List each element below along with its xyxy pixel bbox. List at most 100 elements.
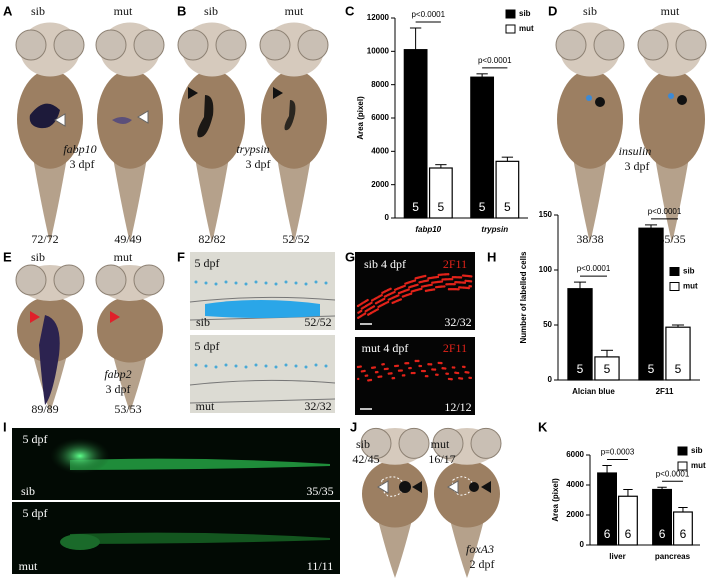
photo-label: sib bbox=[204, 4, 218, 18]
eye bbox=[53, 264, 85, 296]
eye bbox=[259, 29, 291, 61]
y-axis-label: Area (pixel) bbox=[551, 478, 560, 522]
fluor-dot bbox=[359, 309, 363, 313]
dot bbox=[204, 364, 208, 368]
eye bbox=[95, 264, 127, 296]
eye bbox=[470, 427, 502, 459]
fluor-dot bbox=[372, 305, 376, 308]
dot bbox=[314, 363, 318, 367]
legend-label: sib bbox=[691, 446, 703, 455]
x-tick-label: pancreas bbox=[655, 552, 691, 561]
x-tick-label: liver bbox=[609, 552, 625, 561]
p-value: p=0.0003 bbox=[601, 448, 635, 457]
fluor-dot bbox=[436, 275, 440, 279]
fluor-dot bbox=[376, 370, 379, 374]
legend-swatch bbox=[669, 267, 680, 276]
fluor-dot bbox=[416, 283, 419, 287]
fluor-dot bbox=[444, 367, 447, 370]
photo-label: 3 dpf bbox=[106, 382, 131, 396]
bar bbox=[597, 472, 618, 546]
fluor-dot bbox=[447, 273, 450, 276]
panel-letter: D bbox=[548, 3, 557, 18]
eye bbox=[637, 29, 669, 61]
tail bbox=[450, 519, 484, 578]
fluor-dot bbox=[440, 280, 444, 283]
gfp-tail bbox=[70, 458, 330, 470]
fluor-dot bbox=[469, 285, 473, 288]
n-label: 5 bbox=[604, 362, 611, 376]
fluor-dot bbox=[440, 361, 443, 365]
fluor-dot bbox=[417, 359, 420, 363]
bar bbox=[470, 76, 495, 219]
photo-label: 53/53 bbox=[114, 402, 141, 416]
y-tick-label: 2000 bbox=[371, 180, 389, 189]
bar bbox=[665, 326, 691, 381]
gfp-tail bbox=[70, 532, 330, 544]
fluor-dot bbox=[463, 365, 466, 369]
tail bbox=[195, 157, 229, 243]
fluor-dot bbox=[450, 378, 453, 381]
photo-label: 3 dpf bbox=[70, 157, 95, 171]
tail bbox=[573, 157, 607, 243]
photo-label: trypsin bbox=[236, 142, 269, 156]
dot bbox=[284, 363, 288, 367]
eye bbox=[297, 29, 329, 61]
fluor-dot bbox=[450, 277, 454, 281]
photo-label: 42/45 bbox=[352, 452, 379, 466]
dot bbox=[284, 280, 288, 284]
y-tick-label: 100 bbox=[539, 265, 553, 274]
photo-label: mut bbox=[114, 250, 133, 264]
tail bbox=[113, 157, 147, 243]
fluor-dot bbox=[370, 301, 373, 305]
outline bbox=[452, 476, 474, 496]
photo-label: 2 dpf bbox=[470, 557, 495, 571]
dot bbox=[254, 280, 258, 284]
fluor-dot bbox=[423, 369, 427, 373]
eye bbox=[432, 427, 464, 459]
p-value: p<0.0001 bbox=[577, 264, 611, 273]
fluor-dot bbox=[446, 372, 450, 375]
photo-label: mut bbox=[285, 4, 304, 18]
x-tick-label: trypsin bbox=[481, 225, 508, 234]
larva-image bbox=[259, 22, 329, 243]
stain bbox=[112, 117, 132, 124]
photo-label: fabp2 bbox=[104, 367, 131, 381]
photo-label: 52/52 bbox=[304, 315, 331, 329]
y-axis-label: Number of labelled cells bbox=[519, 251, 528, 344]
dot bbox=[324, 281, 328, 285]
photo-label: 12/12 bbox=[444, 400, 471, 414]
bar bbox=[403, 49, 428, 219]
yolk bbox=[97, 296, 163, 363]
yolk bbox=[261, 69, 327, 169]
dot bbox=[274, 282, 278, 286]
n-label: 5 bbox=[648, 362, 655, 376]
fluor-dot bbox=[373, 366, 377, 369]
stain bbox=[29, 103, 60, 129]
photo-label: 5 dpf bbox=[23, 506, 48, 520]
fluor-dot bbox=[432, 288, 436, 291]
panel-letter: E bbox=[3, 249, 12, 264]
eye bbox=[133, 264, 165, 296]
photo-label: 3 dpf bbox=[625, 159, 650, 173]
arrowhead bbox=[110, 311, 120, 323]
dot bbox=[294, 281, 298, 285]
y-tick-label: 0 bbox=[548, 375, 553, 384]
fluor-dot bbox=[426, 279, 429, 282]
photo-label: 72/72 bbox=[31, 232, 58, 246]
fluor-dot bbox=[436, 373, 439, 377]
dot bbox=[244, 282, 248, 286]
larva-image bbox=[95, 22, 165, 243]
n-label: 5 bbox=[479, 200, 486, 214]
p-value: p<0.0001 bbox=[656, 469, 690, 478]
fluor-dot bbox=[433, 368, 437, 371]
photo-label: mut bbox=[19, 559, 38, 573]
bar bbox=[567, 288, 593, 381]
fluor-dot bbox=[457, 288, 460, 291]
legend-label: mut bbox=[519, 24, 534, 33]
fluor-dot bbox=[426, 374, 429, 378]
photo-label: sib bbox=[31, 4, 45, 18]
fluor-dot bbox=[453, 283, 456, 286]
fluor-dot bbox=[399, 298, 403, 301]
legend-swatch bbox=[677, 461, 688, 471]
